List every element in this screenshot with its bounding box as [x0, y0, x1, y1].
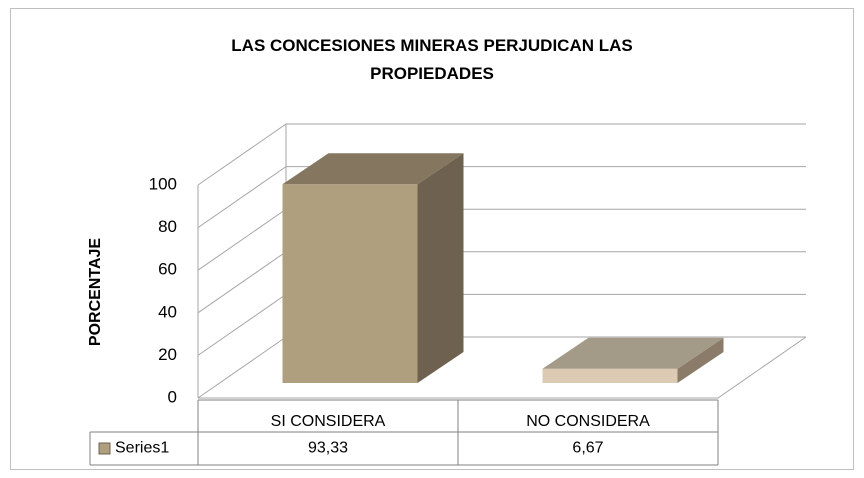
y-tick-label: 20	[158, 345, 177, 364]
bar-side	[677, 337, 724, 383]
bar-front	[542, 368, 678, 383]
bar-top	[282, 153, 464, 185]
bar-front	[282, 184, 418, 383]
y-tick-label: 100	[149, 174, 177, 193]
legend-label: Series1	[115, 440, 169, 457]
data-label: 93,33	[308, 440, 348, 457]
bar	[282, 153, 464, 383]
floor-edge	[198, 336, 807, 399]
x-tick-label: SI CONSIDERA	[271, 413, 386, 430]
y-tick-label: 40	[158, 302, 177, 321]
bar	[542, 337, 724, 383]
x-tick-label: NO CONSIDERA	[526, 413, 650, 430]
chart-title: LAS CONCESIONES MINERAS PERJUDICAN LAS P…	[231, 36, 633, 83]
y-tick-label: 0	[168, 387, 177, 406]
y-tick-label: 60	[158, 260, 177, 279]
data-label: 6,67	[572, 440, 603, 457]
bar-side	[417, 153, 464, 383]
bar-top	[542, 337, 724, 369]
y-tick-label: 80	[158, 217, 177, 236]
legend-swatch	[98, 442, 111, 455]
y-axis-label: PORCENTAJE	[87, 238, 104, 346]
